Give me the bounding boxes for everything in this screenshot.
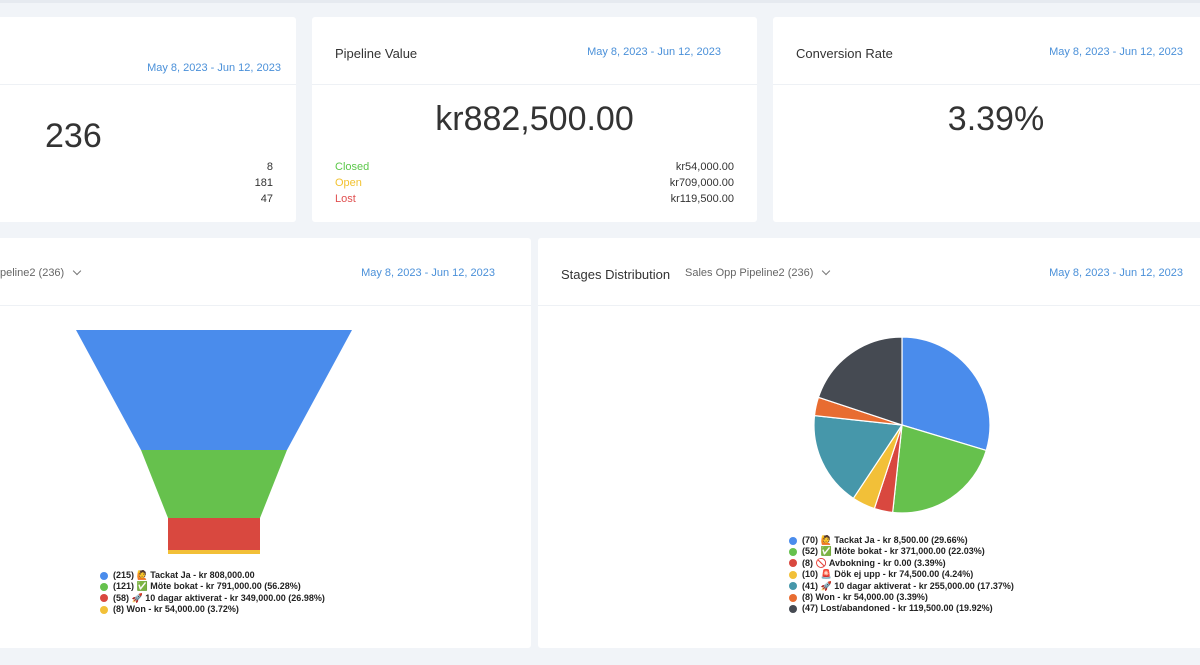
legend-item: (58) 🚀 10 dagar aktiverat - kr 349,000.0… xyxy=(100,593,325,604)
legend-item: (41) 🚀 10 dagar aktiverat - kr 255,000.0… xyxy=(789,581,1014,592)
legend-item: (215) 🙋 Tackat Ja - kr 808,000.00 xyxy=(100,570,325,581)
pie-slice-6[interactable] xyxy=(817,336,903,426)
funnel-segment-mote-bokat[interactable] xyxy=(141,450,287,518)
legend-dot xyxy=(789,593,797,602)
legend-label: (8) Won - kr 54,000.00 (3.72%) xyxy=(113,604,239,615)
pipeline-value: kr882,500.00 xyxy=(435,100,634,138)
legend-item: (8) Won - kr 54,000.00 (3.72%) xyxy=(100,604,325,615)
open-label: Open xyxy=(335,177,362,189)
legend-dot xyxy=(789,536,797,545)
date-range[interactable]: May 8, 2023 - Jun 12, 2023 xyxy=(587,46,721,58)
card-header xyxy=(0,238,531,306)
legend-dot xyxy=(100,583,108,592)
funnel-segment-10-dagar[interactable] xyxy=(168,518,260,550)
deal-count-card: May 8, 2023 - Jun 12, 2023 236 8 181 47 xyxy=(0,17,296,222)
chevron-down-icon xyxy=(822,266,831,276)
closed-label: Closed xyxy=(335,161,370,173)
legend-item: (8) Won - kr 54,000.00 (3.39%) xyxy=(789,592,1014,603)
funnel-segment-won[interactable] xyxy=(168,550,260,554)
deal-count-value: 236 xyxy=(45,117,102,155)
lost-value: kr119,500.00 xyxy=(670,193,734,205)
open-value: kr709,000.00 xyxy=(669,177,734,189)
date-range[interactable]: May 8, 2023 - Jun 12, 2023 xyxy=(1049,46,1183,58)
legend-item: (10) 🚨 Dök ej upp - kr 74,500.00 (4.24%) xyxy=(789,569,1014,580)
legend-dot xyxy=(789,570,797,579)
legend-dot xyxy=(789,548,797,557)
legend-label: (8) 🚫 Avbokning - kr 0.00 (3.39%) xyxy=(802,557,946,568)
card-header xyxy=(312,17,757,85)
legend-label: (47) Lost/abandoned - kr 119,500.00 (19.… xyxy=(802,603,993,614)
legend-dot xyxy=(789,559,797,568)
legend-dot xyxy=(100,605,108,614)
pipeline-dropdown[interactable]: peline2 (236) xyxy=(0,266,82,279)
pipeline-dropdown[interactable]: Sales Opp Pipeline2 (236) xyxy=(685,266,831,279)
card-title: Stages Distribution xyxy=(561,267,671,282)
pipeline-value-card: Pipeline Value May 8, 2023 - Jun 12, 202… xyxy=(312,17,757,222)
legend-item: (8) 🚫 Avbokning - kr 0.00 (3.39%) xyxy=(789,558,1014,569)
card-title: Pipeline Value xyxy=(335,46,418,61)
card-header xyxy=(0,17,296,85)
pie-chart xyxy=(813,336,991,514)
legend-dot xyxy=(789,605,797,614)
legend-item: (52) ✅ Möte bokat - kr 371,000.00 (22.03… xyxy=(789,546,1014,557)
count-row-3: 47 xyxy=(260,193,273,205)
card-header xyxy=(538,238,1200,306)
card-title: Conversion Rate xyxy=(796,46,893,61)
legend-dot xyxy=(100,594,108,603)
lost-label: Lost xyxy=(335,193,356,205)
pie-slice-0[interactable] xyxy=(901,336,991,452)
count-row-2: 181 xyxy=(254,177,273,189)
date-range[interactable]: May 8, 2023 - Jun 12, 2023 xyxy=(361,267,495,279)
pipeline-dropdown-label: Sales Opp Pipeline2 (236) xyxy=(685,267,814,279)
funnel-card: peline2 (236) May 8, 2023 - Jun 12, 2023… xyxy=(0,238,531,648)
card-header xyxy=(773,17,1200,85)
legend-label: (70) 🙋 Tackat Ja - kr 8,500.00 (29.66%) xyxy=(802,535,968,545)
pie-slice-4[interactable] xyxy=(813,414,904,500)
pie-legend: (70) 🙋 Tackat Ja - kr 8,500.00 (29.66%) … xyxy=(789,535,1014,615)
legend-item: (47) Lost/abandoned - kr 119,500.00 (19.… xyxy=(789,603,1014,614)
funnel-chart xyxy=(76,330,352,554)
funnel-legend: (215) 🙋 Tackat Ja - kr 808,000.00 (121) … xyxy=(100,570,325,616)
conversion-rate-card: Conversion Rate May 8, 2023 - Jun 12, 20… xyxy=(773,17,1200,222)
legend-item: (70) 🙋 Tackat Ja - kr 8,500.00 (29.66%) xyxy=(789,535,1014,546)
legend-dot xyxy=(100,571,108,580)
legend-dot xyxy=(789,582,797,591)
legend-label: (52) ✅ Möte bokat - kr 371,000.00 (22.03… xyxy=(802,546,985,557)
chevron-down-icon xyxy=(72,266,82,276)
pipeline-dropdown-label: peline2 (236) xyxy=(0,267,65,279)
top-border xyxy=(0,0,1200,3)
legend-label: (215) 🙋 Tackat Ja - kr 808,000.00 xyxy=(113,570,255,580)
pie-slice-1[interactable] xyxy=(891,424,988,514)
closed-value: kr54,000.00 xyxy=(675,161,734,173)
count-row-1: 8 xyxy=(266,161,273,173)
date-range[interactable]: May 8, 2023 - Jun 12, 2023 xyxy=(1049,267,1183,279)
legend-label: (41) 🚀 10 dagar aktiverat - kr 255,000.0… xyxy=(802,580,1014,591)
legend-item: (121) ✅ Möte bokat - kr 791,000.00 (56.2… xyxy=(100,581,325,592)
date-range[interactable]: May 8, 2023 - Jun 12, 2023 xyxy=(147,62,281,74)
conversion-rate-value: 3.39% xyxy=(947,100,1045,138)
stages-distribution-card: Stages Distribution Sales Opp Pipeline2 … xyxy=(538,238,1200,648)
legend-label: (10) 🚨 Dök ej upp - kr 74,500.00 (4.24%) xyxy=(802,569,974,580)
legend-label: (58) 🚀 10 dagar aktiverat - kr 349,000.0… xyxy=(113,592,325,603)
legend-label: (8) Won - kr 54,000.00 (3.39%) xyxy=(802,591,928,602)
legend-label: (121) ✅ Möte bokat - kr 791,000.00 (56.2… xyxy=(113,581,301,592)
funnel-segment-tackat-ja[interactable] xyxy=(76,330,352,450)
